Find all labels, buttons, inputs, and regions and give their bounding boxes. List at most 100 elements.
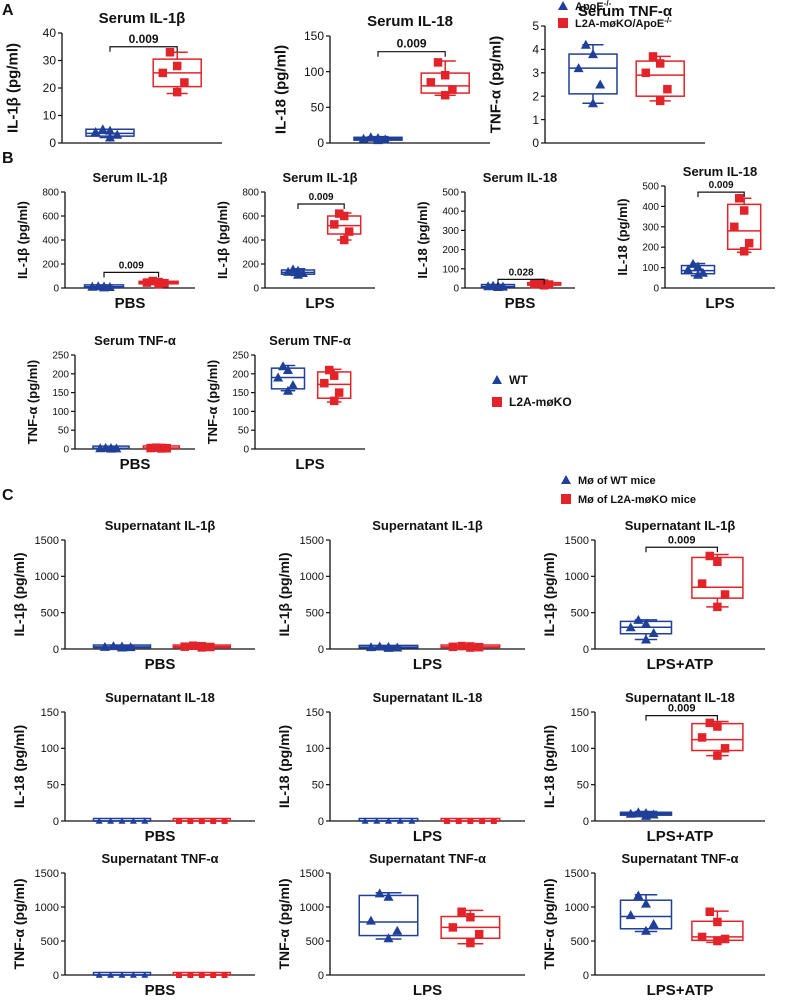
- box-group-2: [691, 551, 744, 612]
- data-point: [339, 211, 349, 221]
- data-point: [663, 84, 672, 94]
- legend-item: Mø of WT mice: [561, 475, 656, 487]
- box-group-1: [92, 641, 152, 652]
- legend-b: WT L2A-møKO: [492, 373, 572, 409]
- data-point: [118, 971, 126, 978]
- data-point: [392, 642, 403, 652]
- significance-bracket: 0.009: [377, 37, 446, 57]
- y-tick-label: 200: [642, 243, 659, 254]
- data-point: [625, 910, 636, 920]
- data-point: [380, 134, 391, 144]
- y-tick-label: 100: [304, 65, 324, 79]
- box-group-1: [680, 258, 716, 279]
- x-axis-label: PBS: [115, 295, 146, 312]
- data-point: [373, 133, 383, 143]
- y-axis-label: IL-18 (pg/ml): [11, 725, 27, 808]
- y-tick-label: 1500: [565, 868, 589, 880]
- legend-label-text: L2A-møKO: [509, 395, 572, 409]
- y-tick-label: 1500: [35, 535, 59, 547]
- data-point: [448, 85, 457, 94]
- legend-label-text: WT: [509, 373, 528, 387]
- x-axis-label: LPS: [305, 295, 334, 312]
- box-group-2: [138, 276, 179, 289]
- data-point: [408, 817, 416, 824]
- legend-label-text: ApoE: [575, 1, 604, 13]
- data-point: [273, 372, 284, 382]
- data-point: [648, 809, 659, 819]
- chart-c7: Supernatant TNF-α 0 500 1000 1500 TNF-α (pg/m…: [11, 851, 255, 999]
- data-point: [448, 923, 458, 932]
- bracket-line: [645, 546, 718, 553]
- chart-title: Supernatant IL-1β: [625, 518, 736, 533]
- chart-c9: Supernatant TNF-α 0 500 1000 1500 TNF-α (pg/m…: [541, 851, 765, 999]
- chart-b2: Serum IL-1β 0 200 400 600 800 IL-1β (pg/ml) LPS…: [215, 170, 375, 312]
- data-point: [440, 90, 450, 100]
- y-axis-label: IL-18 (pg/ml): [415, 201, 430, 278]
- data-point: [713, 751, 722, 760]
- y-tick-label: 600: [42, 212, 59, 223]
- data-point: [641, 634, 651, 644]
- chart-b3: Serum IL-18 0 100 200 300 400 500 IL-18 (pg/ml)…: [415, 170, 575, 312]
- chart-title: Supernatant IL-1β: [105, 518, 216, 533]
- chart-title: Serum IL-18: [367, 13, 453, 30]
- box-group-2: [635, 52, 685, 106]
- box-group-2: [316, 365, 352, 406]
- data-point: [210, 972, 217, 978]
- y-tick-label: 500: [306, 608, 324, 620]
- y-tick-label: 200: [442, 245, 459, 256]
- y-tick-label: 200: [42, 260, 59, 271]
- y-tick-label: 1000: [565, 571, 589, 583]
- data-point: [198, 972, 205, 978]
- x-axis-label: LPS: [413, 656, 442, 673]
- significance-bracket: 0.009: [645, 703, 718, 721]
- y-axis-label: TNF-α (pg/ml): [205, 360, 220, 445]
- chart-title: Serum TNF-α: [269, 333, 351, 348]
- y-tick-label: 500: [571, 936, 589, 948]
- legend-item: WT: [492, 373, 528, 387]
- legend-label: Mø of WT mice: [578, 475, 656, 487]
- y-tick-label: 0: [53, 816, 59, 828]
- data-point: [329, 371, 339, 380]
- y-tick-label: 1000: [565, 902, 589, 914]
- legend-label-text: Mø of WT mice: [578, 475, 656, 487]
- data-point: [705, 551, 714, 561]
- y-tick-label: 0: [253, 284, 259, 295]
- bracket-line: [697, 191, 745, 198]
- y-tick-label: 200: [232, 369, 249, 380]
- p-value-label: 0.009: [309, 192, 334, 203]
- chart-title: Supernatant IL-1β: [372, 518, 483, 533]
- y-tick-label: 1500: [35, 868, 59, 880]
- chart-title: Supernatant IL-18: [105, 690, 215, 705]
- y-tick-label: 0: [318, 644, 324, 656]
- data-point: [141, 971, 149, 978]
- y-tick-label: 150: [41, 707, 59, 719]
- data-point: [744, 238, 754, 248]
- data-point: [180, 78, 189, 87]
- chart-title: Serum IL-18: [683, 164, 757, 179]
- data-point: [705, 718, 714, 728]
- y-tick-label: 400: [42, 236, 59, 247]
- p-value-label: 0.009: [397, 37, 427, 51]
- y-tick-label: 800: [242, 188, 259, 199]
- data-point: [535, 278, 544, 288]
- data-point: [455, 818, 462, 824]
- x-axis-label: LPS+ATP: [647, 982, 714, 999]
- data-point: [457, 641, 466, 651]
- data-point: [162, 443, 172, 453]
- data-point: [361, 817, 369, 824]
- x-axis-label: LPS+ATP: [647, 828, 714, 845]
- data-point: [283, 266, 294, 276]
- data-point: [172, 61, 182, 71]
- legend-label: ApoE-/-: [575, 0, 612, 13]
- data-point: [655, 59, 665, 68]
- chart-c2: Supernatant IL-1β 0 500 1000 1500 IL-1β (pg/m…: [276, 518, 525, 673]
- y-tick-label: 500: [442, 188, 459, 199]
- significance-bracket: 0.009: [697, 180, 745, 198]
- data-point: [339, 235, 349, 245]
- y-axis-label: TNF-α (pg/ml): [11, 878, 27, 969]
- data-point: [385, 817, 392, 824]
- y-tick-label: 500: [41, 936, 59, 948]
- data-point: [176, 972, 182, 978]
